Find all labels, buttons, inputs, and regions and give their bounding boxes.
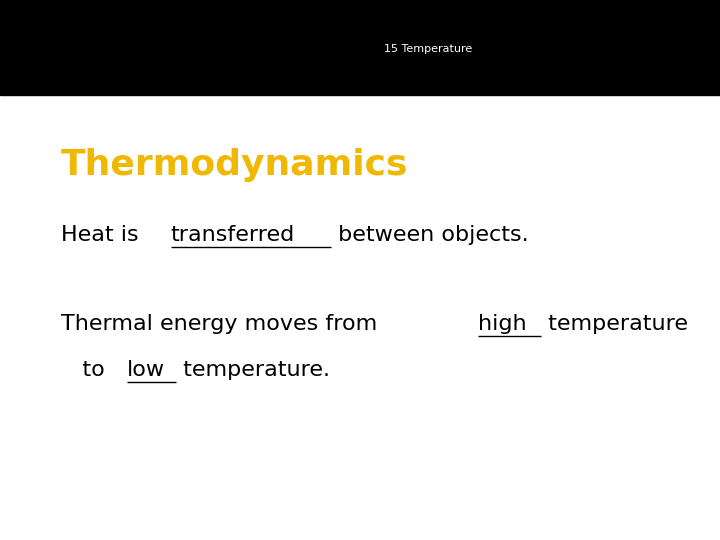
Text: Thermodynamics: Thermodynamics: [61, 148, 409, 181]
Text: Thermal energy moves from: Thermal energy moves from: [61, 314, 384, 334]
Text: high: high: [479, 314, 527, 334]
Text: to: to: [61, 360, 112, 380]
Text: Heat is: Heat is: [61, 225, 146, 245]
Text: temperature.: temperature.: [176, 360, 330, 380]
Text: transferred: transferred: [171, 225, 294, 245]
Text: 15 Temperature: 15 Temperature: [384, 44, 472, 53]
Text: low: low: [127, 360, 165, 380]
Bar: [0, 0, 720, 94]
Text: between objects.: between objects.: [331, 225, 528, 245]
Text: temperature: temperature: [541, 314, 688, 334]
